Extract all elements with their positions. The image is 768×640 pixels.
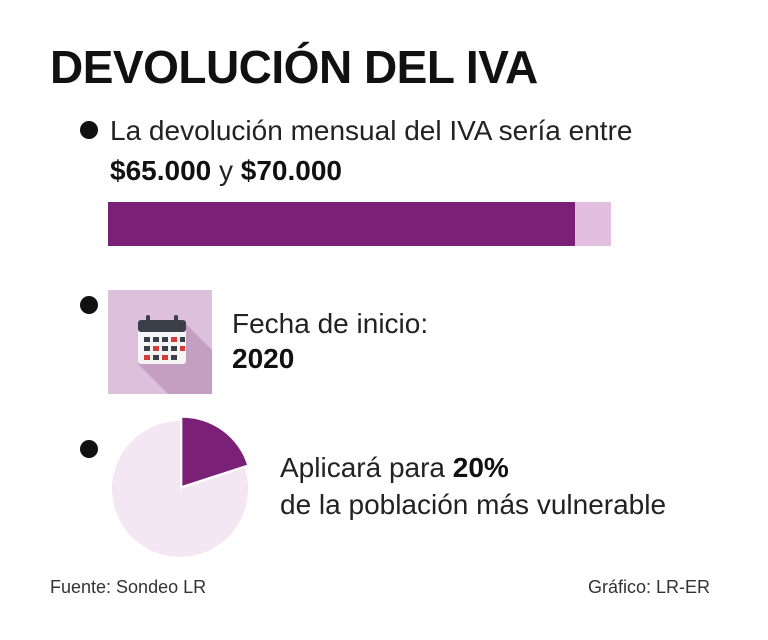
refund-range-text: La devolución mensual del IVA sería entr…	[110, 115, 633, 146]
refund-bar-max	[108, 202, 611, 246]
refund-bar-min	[108, 202, 576, 246]
pie-slice-20-percent	[182, 417, 248, 486]
bullet-1	[80, 121, 98, 139]
coverage-text-line2: de la población más vulnerable	[280, 489, 667, 520]
source-note: Fuente: Sondeo LR	[50, 577, 207, 597]
bullet-3	[80, 440, 98, 458]
coverage-text: Aplicará para 20%	[280, 452, 509, 484]
amount-low: $65.000	[110, 155, 212, 186]
population-pie-chart	[112, 417, 248, 557]
calendar-icon	[138, 315, 212, 394]
page-title: DEVOLUCIÓN DEL IVA	[50, 41, 538, 93]
amount-connector: y	[211, 155, 241, 186]
refund-range-amounts: $65.000 y $70.000	[110, 155, 342, 187]
coverage-prefix: Aplicará para	[280, 452, 453, 483]
pie-slice-rest	[112, 421, 248, 557]
calendar-icon-box	[108, 290, 212, 394]
bullet-2	[80, 296, 98, 314]
start-date-value: 2020	[232, 343, 295, 374]
coverage-percent: 20%	[452, 452, 509, 483]
amount-high: $70.000	[240, 155, 342, 186]
start-date-label: Fecha de inicio:	[232, 308, 429, 339]
graphic-credit: Gráfico: LR-ER	[587, 577, 710, 597]
